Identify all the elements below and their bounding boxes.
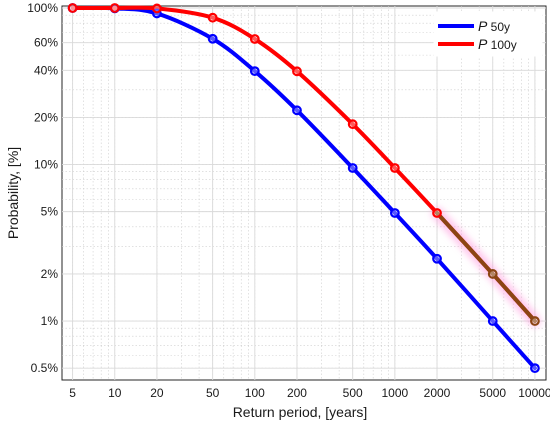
data-point-50y — [207, 33, 218, 44]
x-tick-label: 10 — [108, 386, 122, 400]
data-point-50y — [292, 105, 302, 116]
data-point-50y — [530, 363, 540, 374]
data-point-100y — [487, 269, 498, 279]
x-tick-label: 5000 — [479, 386, 506, 400]
x-tick-label: 200 — [287, 386, 307, 400]
x-axis-title: Return period, [years] — [233, 404, 368, 420]
x-tick-label: 2000 — [424, 386, 451, 400]
legend-label-50y: P 50y — [478, 18, 510, 34]
x-tick-label: 50 — [206, 386, 220, 400]
plot-area — [61, 5, 547, 381]
data-point-50y — [487, 316, 498, 326]
data-point-50y — [432, 253, 442, 264]
y-tick-label: 100% — [27, 1, 58, 15]
x-tick-label: 20 — [150, 386, 164, 400]
data-point-100y — [347, 119, 358, 130]
data-point-100y — [109, 3, 120, 13]
y-axis-title: Probability, [%] — [5, 147, 21, 239]
data-point-50y — [389, 208, 400, 218]
y-tick-label: 1% — [41, 314, 59, 328]
legend-box — [433, 11, 543, 57]
x-tick-label: 100 — [245, 386, 265, 400]
data-point-100y — [432, 208, 442, 218]
legend-label-100y: P 100y — [478, 36, 517, 52]
legend: P 50y P 100y — [433, 11, 543, 57]
x-tick-label: 10000 — [518, 386, 550, 400]
grid-lines — [62, 6, 546, 380]
data-point-100y — [152, 3, 162, 14]
data-point-100y — [67, 3, 78, 13]
series-highlight-line-100y — [435, 211, 537, 324]
y-tick-label: 10% — [34, 158, 58, 172]
x-tick-label: 500 — [343, 386, 363, 400]
x-tick-labels: 5 10 20 50 100 200 500 1000 2000 5000 10000 — [69, 386, 550, 400]
data-point-100y — [530, 316, 540, 326]
data-point-50y — [347, 163, 358, 173]
data-point-100y — [292, 66, 302, 77]
y-tick-label: 2% — [41, 267, 59, 281]
data-point-100y — [249, 34, 260, 44]
data-point-50y — [249, 66, 260, 77]
y-tick-labels: 0.5% 1% 2% 5% 10% 20% 40% 60% 100% — [27, 1, 58, 375]
x-tick-label: 5 — [69, 386, 76, 400]
y-tick-label: 40% — [34, 63, 58, 77]
y-tick-label: 20% — [34, 110, 58, 124]
y-tick-label: 0.5% — [31, 361, 59, 375]
x-tick-label: 1000 — [382, 386, 409, 400]
data-point-100y — [207, 12, 218, 23]
y-tick-label: 60% — [34, 36, 58, 50]
data-point-100y — [389, 163, 400, 173]
y-tick-label: 5% — [41, 205, 59, 219]
series-markers — [67, 3, 540, 374]
